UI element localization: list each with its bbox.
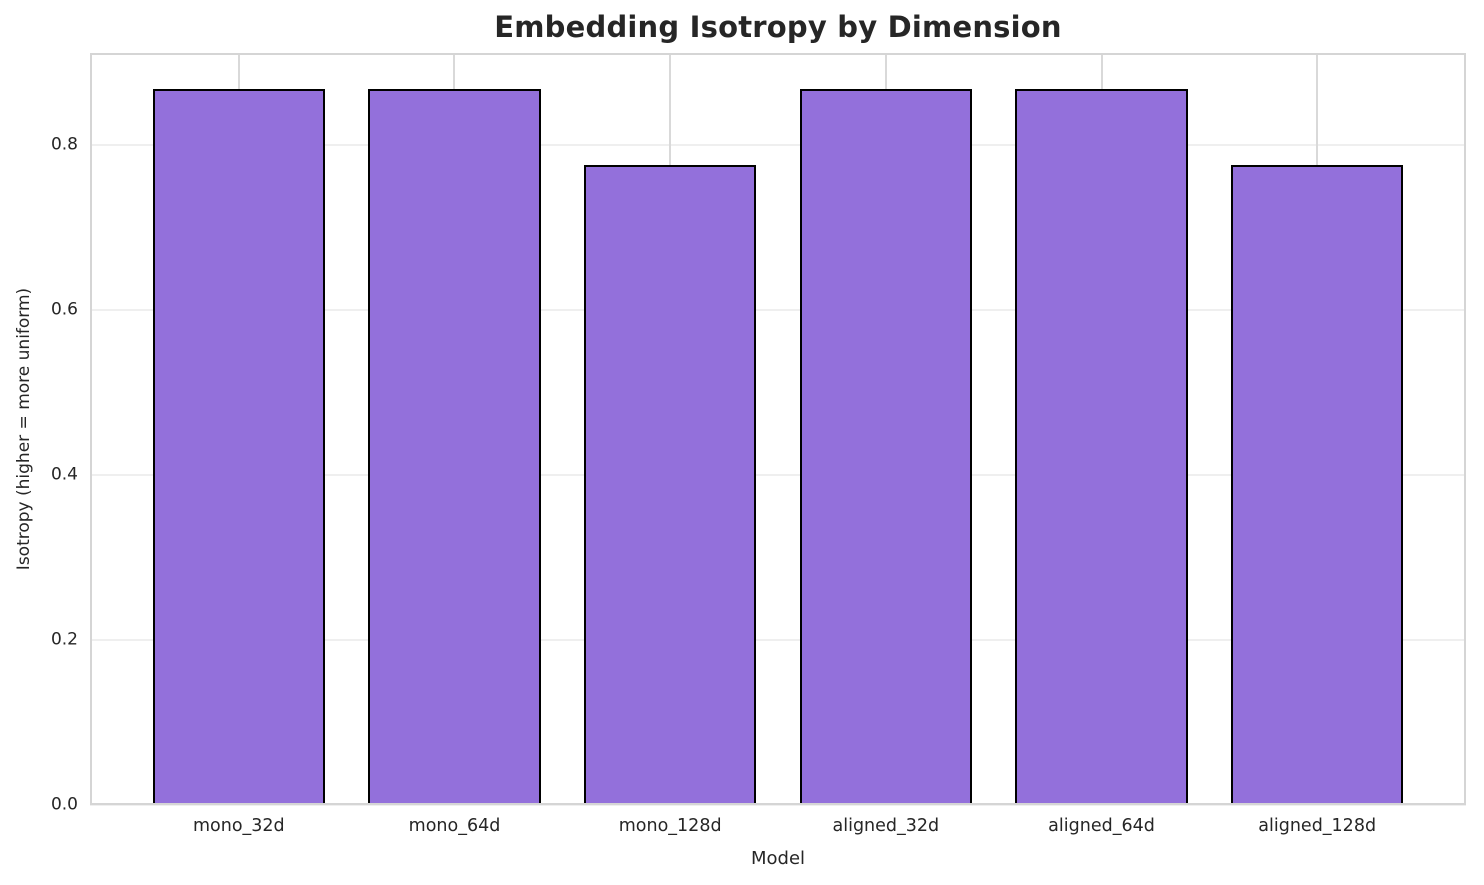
bar-mono_32d [152,89,326,805]
bar-aligned_128d [1230,165,1404,805]
bar-aligned_64d [1015,89,1188,805]
y-tick-label: 0.0 [50,794,78,815]
x-tick-label-mono_128d: mono_128d [618,816,722,836]
x-tick-label-aligned_32d: aligned_32d [832,816,940,836]
x-tick-label-mono_32d: mono_32d [192,816,285,836]
y-tick-label: 0.6 [50,299,78,320]
chart-title: Embedding Isotropy by Dimension [494,10,1062,44]
y-tick-label: 0.8 [50,134,78,155]
x-tick-label-aligned_64d: aligned_64d [1048,816,1155,836]
plot-area [90,53,1466,806]
x-tick-label-mono_64d: mono_64d [408,816,501,836]
gridline-horizontal [90,804,1466,806]
bar-aligned_32d [799,89,973,805]
gridline-horizontal [90,639,1466,642]
y-tick-label: 0.2 [50,629,78,650]
gridline-horizontal [90,474,1466,477]
x-tick-layer: mono_32d mono_64d mono_128d aligned_32d alig… [90,816,1466,842]
bar-mono_128d [583,165,757,805]
x-tick-label-aligned_128d: aligned_128d [1258,816,1377,836]
gridline-horizontal [90,309,1466,312]
y-tick-layer: 0.0 0.2 0.4 0.6 0.8 [0,53,78,813]
bar-mono_64d [368,89,541,805]
x-axis-label: Model [750,848,806,869]
gridline-horizontal [90,144,1466,147]
y-tick-label: 0.4 [50,464,78,485]
